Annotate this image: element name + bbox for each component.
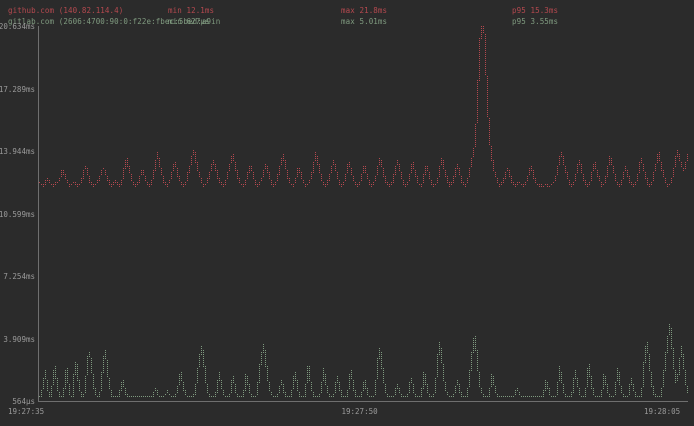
y-tick-label: 20.634ms — [0, 22, 35, 31]
stats-header: github.com (140.82.114.4) min 12.1ms max… — [0, 0, 694, 28]
stats-row-gitlab: gitlab.com (2606:4700:90:0:f22e:fbec:5be… — [0, 18, 694, 29]
y-axis-labels: 20.634ms 17.289ms 13.944ms 10.599ms 7.254ms 3… — [0, 0, 38, 426]
max-label-gitlab: max 5.01ms — [341, 17, 388, 26]
x-tick-label: 19:27:50 — [341, 407, 378, 416]
stats-row-github: github.com (140.82.114.4) min 12.1ms max… — [0, 7, 694, 18]
latency-plot — [39, 26, 689, 401]
x-tick-label: 19:28:05 — [644, 407, 681, 416]
min-label-gitlab: min 627µs — [168, 17, 210, 26]
x-axis-labels: 19:27:35 19:27:50 19:28:05 — [0, 406, 694, 418]
host-label-github: github.com (140.82.114.4) — [8, 6, 124, 15]
y-tick-label: 10.599ms — [0, 209, 35, 219]
y-axis-line — [38, 26, 39, 401]
p95-label-gitlab: p95 3.55ms — [512, 17, 559, 26]
y-tick-label: 564µs — [12, 397, 35, 406]
series-gitlab — [39, 324, 688, 397]
max-label-github: max 21.8ms — [341, 6, 388, 15]
min-label-github: min 12.1ms — [168, 6, 215, 15]
plot-canvas — [39, 26, 688, 397]
x-axis-line — [38, 401, 688, 402]
y-tick-label: 7.254ms — [3, 272, 35, 281]
host-label-gitlab: gitlab.com (2606:4700:90:0:f22e:fbec:5be… — [8, 17, 221, 26]
y-tick-label: 3.909ms — [3, 334, 35, 344]
y-tick-label: 17.289ms — [0, 84, 35, 94]
p95-label-github: p95 15.3ms — [512, 6, 559, 15]
x-tick-label: 19:27:35 — [8, 407, 45, 416]
series-github — [39, 26, 688, 187]
y-tick-label: 13.944ms — [0, 147, 35, 156]
